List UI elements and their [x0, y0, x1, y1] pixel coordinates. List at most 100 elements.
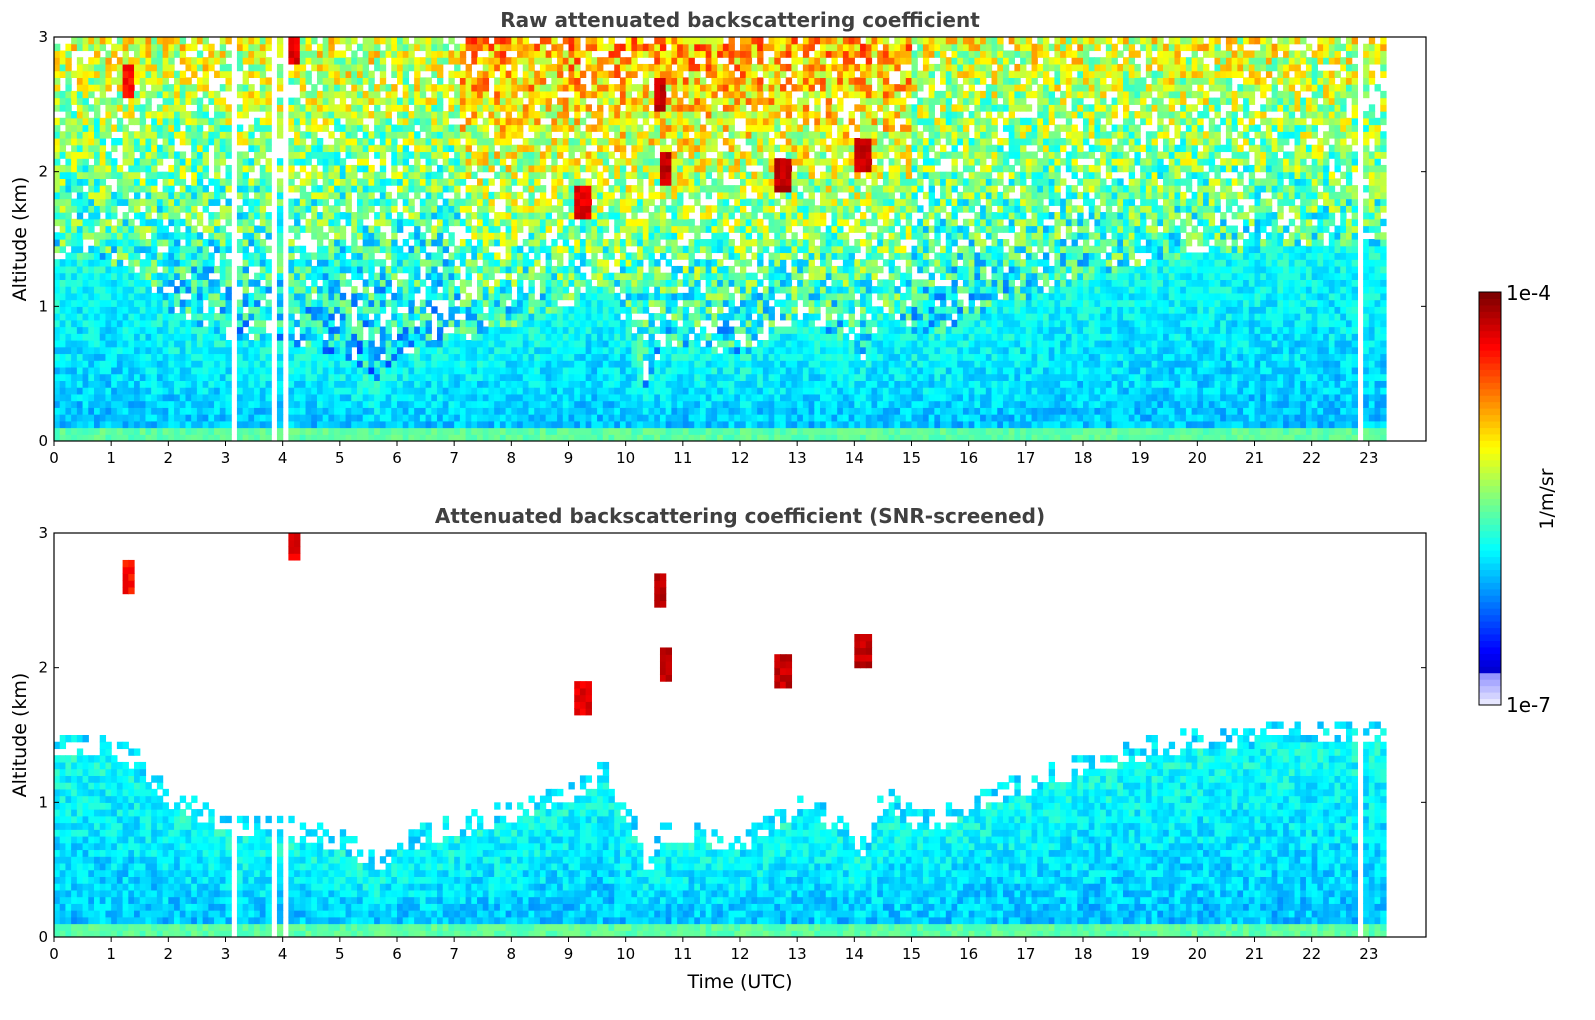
heatmap-cell	[305, 144, 312, 153]
heatmap-cell	[208, 212, 215, 220]
heatmap-cell	[488, 427, 495, 435]
heatmap-cell	[545, 84, 552, 92]
heatmap-cell	[259, 198, 267, 206]
heatmap-cell	[574, 292, 581, 301]
heatmap-cell	[574, 245, 581, 254]
heatmap-cell	[219, 37, 227, 45]
heatmap-cell	[534, 373, 541, 381]
heatmap-cell	[145, 90, 152, 99]
heatmap-cell	[345, 360, 352, 368]
heatmap-cell	[448, 306, 455, 314]
heatmap-cell	[585, 306, 592, 314]
heatmap-cell	[488, 380, 495, 388]
heatmap-cell	[351, 239, 358, 247]
heatmap-cell	[459, 346, 467, 355]
heatmap-cell	[551, 292, 558, 301]
heatmap-cell	[397, 245, 404, 254]
heatmap-cell	[385, 373, 392, 381]
heatmap-cell	[557, 171, 564, 179]
heatmap-cell	[259, 171, 267, 179]
heatmap-cell	[522, 434, 530, 441]
heatmap-cell	[145, 340, 152, 348]
heatmap-cell	[614, 387, 621, 395]
heatmap-cell	[99, 319, 107, 328]
heatmap-cell	[276, 225, 284, 233]
heatmap-cell	[88, 313, 95, 321]
heatmap-cell	[299, 205, 307, 213]
heatmap-cell	[356, 144, 364, 153]
heatmap-cell	[374, 43, 381, 52]
heatmap-cell	[585, 124, 592, 132]
heatmap-cell	[545, 353, 552, 361]
heatmap-cell	[459, 198, 467, 206]
heatmap-cell	[488, 393, 495, 402]
heatmap-cell	[82, 313, 89, 321]
heatmap-cell	[322, 218, 329, 227]
heatmap-cell	[145, 97, 152, 105]
heatmap-cell	[448, 84, 455, 92]
heatmap-cell	[379, 124, 387, 132]
heatmap-cell	[414, 97, 421, 105]
heatmap-cell	[465, 434, 472, 441]
heatmap-cell	[122, 400, 129, 408]
heatmap-cell	[305, 393, 312, 402]
heatmap-cell	[545, 373, 552, 381]
heatmap-cell	[368, 414, 375, 422]
heatmap-cell	[111, 292, 118, 301]
heatmap-cell	[608, 333, 615, 341]
heatmap-cell	[162, 333, 169, 341]
heatmap-cell	[151, 279, 158, 287]
heatmap-cell	[459, 407, 467, 415]
heatmap-cell	[442, 393, 450, 402]
heatmap-cell	[94, 387, 101, 395]
heatmap-cell	[276, 414, 284, 422]
heatmap-cell	[374, 57, 381, 65]
heatmap-cell	[208, 232, 215, 240]
heatmap-cell	[288, 77, 295, 85]
heatmap-cell	[374, 420, 381, 429]
heatmap-cell	[214, 346, 221, 355]
heatmap-cell	[425, 292, 432, 301]
heatmap-cell	[454, 373, 461, 381]
heatmap-cell	[351, 265, 358, 274]
heatmap-cell	[597, 212, 604, 220]
heatmap-cell	[362, 37, 370, 45]
heatmap-cell	[156, 319, 164, 328]
heatmap-cell	[196, 144, 204, 153]
heatmap-cell	[151, 340, 158, 348]
heatmap-cell	[471, 333, 478, 341]
heatmap-cell	[311, 164, 318, 173]
heatmap-cell	[54, 434, 61, 441]
heatmap-cell	[579, 97, 587, 105]
heatmap-cell	[168, 218, 175, 227]
heatmap-cell	[225, 346, 232, 355]
heatmap-cell	[82, 279, 89, 287]
heatmap-cell	[105, 97, 112, 105]
heatmap-cell	[168, 63, 175, 72]
heatmap-cell	[511, 387, 518, 395]
heatmap-cell	[414, 272, 421, 280]
heatmap-cell	[276, 299, 284, 307]
heatmap-cell	[305, 380, 312, 388]
heatmap-cell	[414, 326, 421, 334]
heatmap-cell	[88, 340, 95, 348]
heatmap-cell	[579, 259, 587, 267]
heatmap-cell	[162, 252, 169, 260]
heatmap-cell	[522, 43, 530, 52]
heatmap-cell	[465, 420, 472, 429]
heatmap-cell	[585, 346, 592, 355]
heatmap-cell	[408, 306, 415, 314]
heatmap-cell	[139, 232, 147, 240]
heatmap-cell	[591, 218, 598, 227]
heatmap-cell	[425, 434, 432, 441]
heatmap-cell	[288, 198, 295, 206]
heatmap-cell	[608, 420, 615, 429]
heatmap-cell	[368, 205, 375, 213]
heatmap-cell	[477, 360, 484, 368]
heatmap-cell	[99, 218, 107, 227]
heatmap-cell	[511, 131, 518, 139]
heatmap-cell	[299, 70, 307, 78]
heatmap-cell	[414, 57, 421, 65]
heatmap-cell	[397, 77, 404, 85]
heatmap-cell	[454, 63, 461, 72]
